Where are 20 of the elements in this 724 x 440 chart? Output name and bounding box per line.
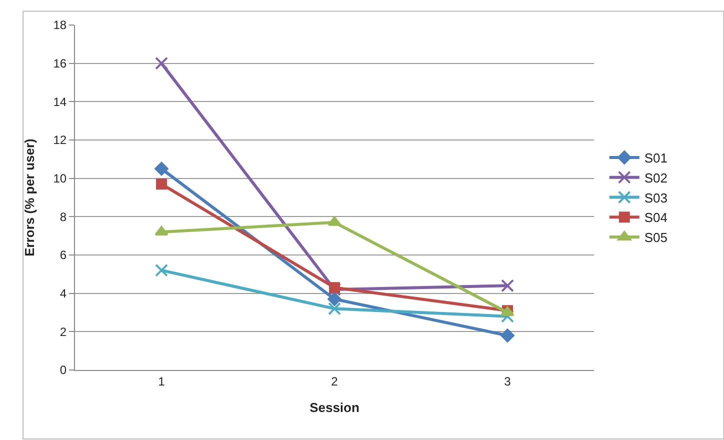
x-tick-label: 1: [158, 374, 166, 388]
legend-label: S03: [644, 190, 668, 206]
y-tick-label: 0: [60, 363, 67, 378]
x-tick-label: 2: [331, 374, 338, 388]
legend-label: S02: [644, 170, 668, 186]
legend-label: S01: [644, 150, 668, 166]
y-tick-label: 18: [53, 18, 67, 32]
legend-label: S04: [644, 210, 668, 226]
y-tick-label: 4: [60, 286, 67, 301]
y-tick-label: 8: [60, 210, 67, 224]
y-tick-label: 2: [60, 324, 67, 339]
legend-label: S05: [644, 230, 668, 246]
x-tick-label: 3: [504, 374, 512, 388]
y-tick-label: 6: [60, 248, 67, 262]
y-tick-label: 16: [53, 56, 67, 71]
y-axis-title: Errors (% per user): [22, 138, 38, 256]
y-tick-label: 14: [53, 94, 67, 109]
x-axis-title: Session: [310, 400, 360, 415]
y-tick-label: 12: [53, 133, 67, 148]
y-tick-label: 10: [53, 172, 67, 186]
